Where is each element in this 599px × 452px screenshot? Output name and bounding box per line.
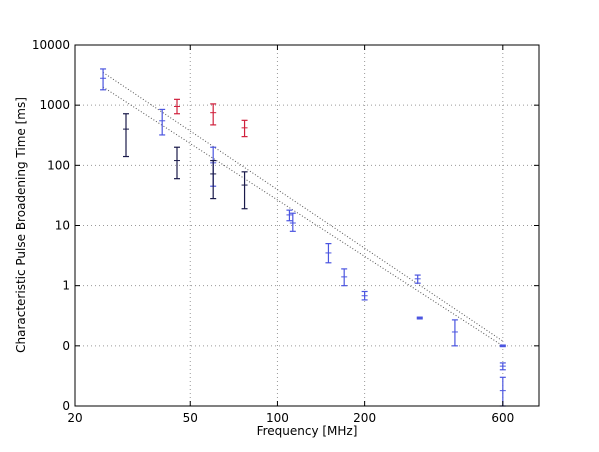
error-bar-point [361,290,368,301]
error-bar-point [416,316,423,320]
y-tick-label: 10000 [32,38,70,52]
y-axis: 0 0 1 10 100 1000 10000 [32,38,539,413]
x-tick-label: 50 [183,411,198,425]
data-points [100,68,506,407]
x-tick-label: 600 [491,411,514,425]
y-tick-label: 0 [62,339,70,353]
error-bar-point [286,209,293,222]
error-bar-point [499,344,506,348]
error-bar-point [210,103,217,126]
error-bar-point [123,113,130,158]
error-bar-point [241,119,248,138]
error-bar-point [451,319,458,347]
x-tick-label: 100 [266,411,289,425]
error-bar-point [414,274,421,284]
error-bar-point [341,268,348,287]
error-bar-point [499,362,506,371]
fit-lines [102,72,504,347]
error-bar-point [174,98,181,115]
error-bar-point [100,68,107,91]
error-bar-point [241,171,248,210]
x-axis-label: Frequency [MHz] [257,424,358,438]
y-axis-label: Characteristic Pulse Broadening Time [ms… [14,97,28,353]
y-tick-label: 10 [55,219,70,233]
fit-line [102,86,504,347]
x-tick-label: 20 [67,411,82,425]
x-tick-label: 200 [353,411,376,425]
error-bar-point [289,212,296,232]
y-tick-label: 1 [62,279,70,293]
fit-line [102,72,504,342]
error-bar-point [174,146,181,180]
x-axis: 20 50 100 200 600 [67,45,514,425]
error-bar-point [159,108,166,136]
y-tick-label: 1000 [39,98,70,112]
y-tick-label: 0 [62,399,70,413]
error-bar-point [210,159,217,200]
error-bar-point [325,243,332,264]
y-tick-label: 100 [47,158,70,172]
